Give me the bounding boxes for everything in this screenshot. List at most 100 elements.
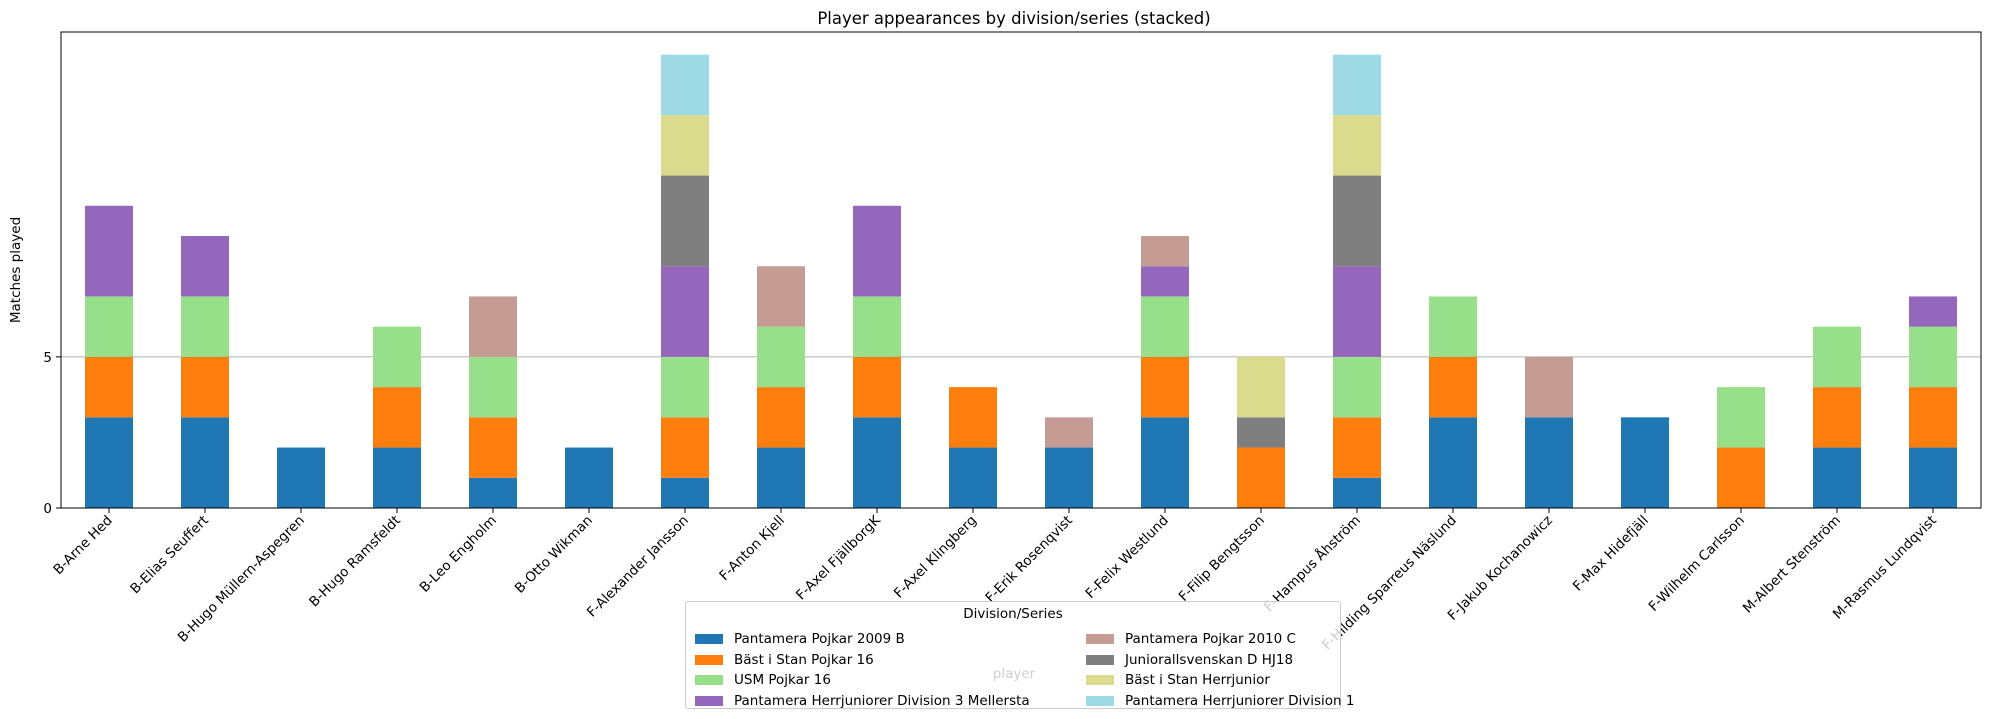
bar-f-felix-westlund-pantamera-herrjuniorer-division-3-mellersta [1141, 266, 1189, 297]
bar-f-hampus-ahstrom-pantamera-herrjuniorer-division-1 [1333, 54, 1381, 116]
bar-b-elias-seuffert-pantamera-herrjuniorer-division-3-mellersta [181, 236, 229, 297]
bar-b-elias-seuffert-usm-pojkar-16 [181, 296, 229, 357]
bar-f-hampus-ahstrom-bast-i-stan-pojkar-16 [1333, 417, 1381, 478]
bar-m-rasmus-lundqvist-pantamera-herrjuniorer-division-3-mellersta [1909, 296, 1957, 327]
legend-swatch [695, 695, 723, 706]
x-tick-label-b-arne-hed: B-Arne Hed [50, 513, 115, 578]
x-tick-label-f-max-hidefjall: F-Max Hidefjäll [1570, 513, 1652, 595]
bar-f-felix-westlund-bast-i-stan-pojkar-16 [1141, 356, 1189, 418]
bar-f-filip-bengtsson-bast-i-stan-herrjunior [1237, 356, 1285, 418]
bar-m-rasmus-lundqvist-pantamera-pojkar-2009-b [1909, 447, 1957, 508]
bar-f-felix-westlund-pantamera-pojkar-2009-b [1141, 417, 1189, 508]
bar-f-hampus-ahstrom-juniorallsvenskan-d-hj18 [1333, 175, 1381, 267]
bar-b-hugo-ramsfeldt-bast-i-stan-pojkar-16 [373, 387, 421, 448]
x-tick-label-f-alexander-jansson: F-Alexander Jansson [584, 513, 692, 621]
bar-f-filip-bengtsson-bast-i-stan-pojkar-16 [1237, 447, 1285, 508]
bar-f-hilding-sparreus-naslund-pantamera-pojkar-2009-b [1429, 417, 1477, 508]
bar-f-alexander-jansson-bast-i-stan-pojkar-16 [661, 417, 709, 478]
bar-f-hampus-ahstrom-pantamera-pojkar-2009-b [1333, 477, 1381, 508]
bar-m-albert-stenstrom-pantamera-pojkar-2009-b [1813, 447, 1861, 508]
legend-swatch [695, 634, 723, 644]
x-tick-label-m-albert-stenstrom: M-Albert Stenström [1740, 513, 1844, 617]
bar-f-anton-kjell-pantamera-pojkar-2010-c [757, 266, 805, 327]
bar-f-hilding-sparreus-naslund-usm-pojkar-16 [1429, 296, 1477, 357]
bar-b-leo-engholm-bast-i-stan-pojkar-16 [469, 417, 517, 478]
plot-area-frame [60, 31, 1982, 509]
bar-f-hilding-sparreus-naslund-bast-i-stan-pojkar-16 [1429, 356, 1477, 418]
bar-b-arne-hed-usm-pojkar-16 [85, 296, 133, 357]
bar-f-axel-fjallborgk-usm-pojkar-16 [853, 296, 901, 357]
x-tick-label-b-leo-engholm: B-Leo Engholm [417, 513, 500, 596]
x-tick-label-f-jakub-kochanowicz: F-Jakub Kochanowicz [1445, 513, 1556, 624]
legend: Division/Series Pantamera Pojkar 2009 B B… [685, 601, 1354, 709]
bar-f-alexander-jansson-bast-i-stan-herrjunior [661, 115, 709, 176]
bar-b-leo-engholm-pantamera-pojkar-2010-c [469, 296, 517, 357]
x-tick-label-f-erik-rosenqvist: F-Erik Rosenqvist [982, 513, 1075, 606]
bar-b-arne-hed-bast-i-stan-pojkar-16 [85, 356, 133, 418]
bar-f-hampus-ahstrom-bast-i-stan-herrjunior [1333, 115, 1381, 176]
x-tick-label-b-elias-seuffert: B-Elias Seuffert [127, 513, 212, 598]
legend-swatch [695, 654, 723, 665]
x-tick-label-b-hugo-ramsfeldt: B-Hugo Ramsfeldt [306, 513, 404, 611]
x-tick-label-b-otto-wikman: B-Otto Wikman [512, 513, 596, 597]
bar-f-erik-rosenqvist-pantamera-pojkar-2010-c [1045, 417, 1093, 448]
bar-b-leo-engholm-usm-pojkar-16 [469, 356, 517, 418]
x-tick-label-f-filip-bengtsson: F-Filip Bengtsson [1176, 513, 1268, 605]
bar-f-axel-fjallborgk-pantamera-pojkar-2009-b [853, 417, 901, 508]
bar-b-elias-seuffert-bast-i-stan-pojkar-16 [181, 356, 229, 418]
legend-swatch [1086, 675, 1114, 685]
y-axis-ticks: 05 [43, 350, 61, 517]
chart-title: Player appearances by division/series (s… [817, 9, 1210, 28]
bar-f-jakub-kochanowicz-pantamera-pojkar-2009-b [1525, 417, 1573, 508]
legend-label: Juniorallsvenskan D HJ18 [1125, 651, 1294, 668]
legend-swatch [1086, 695, 1114, 706]
legend-label: Bäst i Stan Herrjunior [1125, 672, 1270, 688]
bar-m-rasmus-lundqvist-bast-i-stan-pojkar-16 [1909, 387, 1957, 448]
bar-b-arne-hed-pantamera-herrjuniorer-division-3-mellersta [85, 205, 133, 297]
bar-f-felix-westlund-pantamera-pojkar-2010-c [1141, 236, 1189, 267]
bar-f-filip-bengtsson-juniorallsvenskan-d-hj18 [1237, 417, 1285, 448]
x-tick-label-f-axel-fjallborgk: F-Axel FjällborgK [793, 512, 885, 604]
x-tick-label-f-hampus-ahstrom: F-Hampus Åhström [1260, 512, 1364, 616]
legend-label: Bäst i Stan Pojkar 16 [734, 651, 874, 668]
bar-f-alexander-jansson-pantamera-herrjuniorer-division-1 [661, 54, 709, 116]
legend-label: Pantamera Herrjuniorer Division 1 [1125, 692, 1355, 709]
legend-label: Pantamera Herrjuniorer Division 3 Meller… [734, 692, 1030, 709]
bar-f-wilhelm-carlsson-usm-pojkar-16 [1717, 387, 1765, 448]
bar-f-jakub-kochanowicz-pantamera-pojkar-2010-c [1525, 356, 1573, 418]
bar-f-axel-klingberg-bast-i-stan-pojkar-16 [949, 387, 997, 448]
bar-f-anton-kjell-pantamera-pojkar-2009-b [757, 447, 805, 508]
bar-m-albert-stenstrom-usm-pojkar-16 [1813, 326, 1861, 388]
x-tick-label-f-wilhelm-carlsson: F-Wilhelm Carlsson [1646, 513, 1748, 615]
bar-f-max-hidefjall-pantamera-pojkar-2009-b [1621, 417, 1669, 508]
bar-b-hugo-ramsfeldt-usm-pojkar-16 [373, 326, 421, 388]
x-tick-label-f-axel-klingberg: F-Axel Klingberg [891, 513, 980, 602]
bar-f-anton-kjell-usm-pojkar-16 [757, 326, 805, 388]
legend-label: Pantamera Pojkar 2009 B [734, 631, 905, 647]
bar-b-arne-hed-pantamera-pojkar-2009-b [85, 417, 133, 508]
legend-swatch [695, 675, 723, 685]
legend-label: Pantamera Pojkar 2010 C [1125, 631, 1296, 647]
bar-f-wilhelm-carlsson-bast-i-stan-pojkar-16 [1717, 447, 1765, 508]
bar-f-axel-fjallborgk-bast-i-stan-pojkar-16 [853, 356, 901, 418]
bar-series [85, 54, 1957, 508]
bar-f-axel-klingberg-pantamera-pojkar-2009-b [949, 447, 997, 508]
legend-swatch [1086, 634, 1114, 644]
bar-f-hampus-ahstrom-usm-pojkar-16 [1333, 356, 1381, 418]
legend-title: Division/Series [963, 606, 1063, 622]
legend-swatch [1086, 654, 1114, 665]
bar-b-leo-engholm-pantamera-pojkar-2009-b [469, 477, 517, 508]
y-axis-label: Matches played [8, 217, 24, 323]
bar-f-erik-rosenqvist-pantamera-pojkar-2009-b [1045, 447, 1093, 508]
bar-f-alexander-jansson-pantamera-herrjuniorer-division-3-mellersta [661, 266, 709, 357]
y-tick-label: 0 [43, 501, 52, 517]
bar-b-otto-wikman-pantamera-pojkar-2009-b [565, 447, 613, 508]
x-tick-label-f-felix-westlund: F-Felix Westlund [1082, 513, 1171, 602]
y-tick-label: 5 [43, 350, 52, 366]
bar-f-axel-fjallborgk-pantamera-herrjuniorer-division-3-mellersta [853, 205, 901, 297]
bar-m-rasmus-lundqvist-usm-pojkar-16 [1909, 326, 1957, 388]
bar-m-albert-stenstrom-bast-i-stan-pojkar-16 [1813, 387, 1861, 448]
bar-f-felix-westlund-usm-pojkar-16 [1141, 296, 1189, 357]
bar-f-anton-kjell-bast-i-stan-pojkar-16 [757, 387, 805, 448]
